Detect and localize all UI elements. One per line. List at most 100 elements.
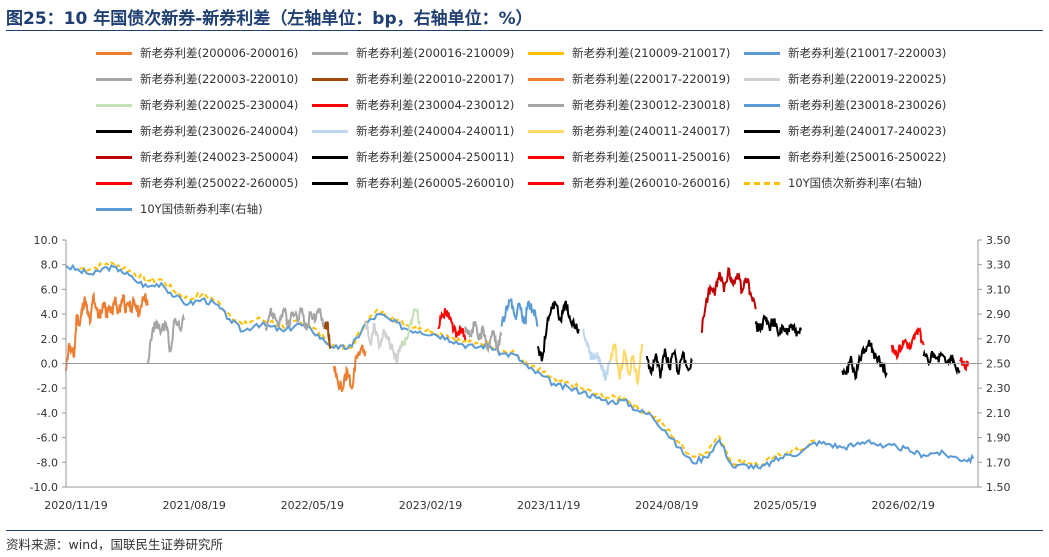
series-line-spread xyxy=(323,321,332,349)
legend-swatch xyxy=(96,156,132,159)
legend-swatch xyxy=(96,208,132,211)
series-line-spread xyxy=(332,344,367,392)
source-note: 资料来源：wind，国联民生证券研究所 xyxy=(6,537,224,552)
right-tick-label: 3.50 xyxy=(986,234,1011,247)
legend-item: 新老券利差(210009-210017) xyxy=(528,40,730,66)
x-tick-label: 2023/02/19 xyxy=(399,499,462,512)
left-tick-label: -4.0 xyxy=(37,407,58,420)
legend-swatch xyxy=(744,104,780,107)
series-line-spread xyxy=(754,314,802,338)
left-tick-label: -10.0 xyxy=(30,481,58,494)
legend-swatch xyxy=(312,104,348,107)
legend-swatch xyxy=(744,130,780,133)
legend-label: 新老券利差(220003-220010) xyxy=(140,72,299,86)
legend-item: 新老券利差(240011-240017) xyxy=(528,118,730,144)
legend-swatch xyxy=(312,52,348,55)
right-tick-label: 1.50 xyxy=(986,481,1011,494)
legend-label: 新老券利差(220019-220025) xyxy=(788,72,947,86)
series-line-spread xyxy=(841,339,888,381)
legend-label: 新老券利差(200006-200016) xyxy=(140,46,299,60)
legend-label: 新老券利差(240004-240011) xyxy=(356,124,515,138)
legend-label: 新老券利差(220017-220019) xyxy=(572,72,731,86)
legend-label: 新老券利差(230012-230018) xyxy=(572,98,731,112)
x-tick-label: 2021/08/19 xyxy=(162,499,225,512)
legend-swatch xyxy=(96,78,132,81)
legend-label: 新老券利差(250016-250022) xyxy=(788,150,947,164)
legend-item: 新老券利差(230012-230018) xyxy=(528,92,730,118)
legend-item: 新老券利差(240017-240023) xyxy=(744,118,946,144)
right-tick-label: 1.90 xyxy=(986,432,1011,445)
x-tick-label: 2020/11/19 xyxy=(44,499,107,512)
legend-label: 新老券利差(260005-260010) xyxy=(356,176,515,190)
legend-swatch xyxy=(744,78,780,81)
legend-swatch xyxy=(96,130,132,133)
legend-item: 新老券利差(250016-250022) xyxy=(744,144,946,170)
series-line-sub-new-yield xyxy=(79,261,816,468)
footer-divider xyxy=(6,530,1043,531)
x-tick-label: 2026/02/19 xyxy=(871,499,934,512)
legend-label: 新老券利差(220010-220017) xyxy=(356,72,515,86)
legend-item: 10Y国债新券利率(右轴) xyxy=(96,196,263,222)
left-tick-label: 4.0 xyxy=(41,308,59,321)
title-divider xyxy=(6,30,1043,31)
legend-label: 新老券利差(240011-240017) xyxy=(572,124,731,138)
legend-item: 新老券利差(230004-230012) xyxy=(312,92,514,118)
legend-item: 新老券利差(240004-240011) xyxy=(312,118,514,144)
series-line-spread xyxy=(500,298,539,327)
left-tick-label: -2.0 xyxy=(37,382,58,395)
line-chart: 10.0 8.0 6.0 4.0 2.0 0.0 -2.0 -4.0 -6.0 -8.0 -10.0… xyxy=(30,234,1011,512)
left-tick-label: 6.0 xyxy=(41,283,59,296)
legend-item: 新老券利差(220003-220010) xyxy=(96,66,298,92)
right-tick-label: 3.30 xyxy=(986,259,1011,272)
left-tick-label: 8.0 xyxy=(41,259,59,272)
right-tick-label: 2.10 xyxy=(986,407,1011,420)
left-tick-label: 0.0 xyxy=(41,358,59,371)
legend-label: 新老券利差(250004-250011) xyxy=(356,150,515,164)
legend-swatch xyxy=(528,182,564,185)
legend-swatch xyxy=(96,52,132,55)
right-tick-label: 3.10 xyxy=(986,283,1011,296)
series-line-spread xyxy=(437,308,467,341)
series-line-spread xyxy=(959,357,970,372)
legend-item: 新老券利差(240023-250004) xyxy=(96,144,298,170)
right-tick-label: 2.70 xyxy=(986,333,1011,346)
series-line-spread xyxy=(65,291,149,371)
legend-label: 新老券利差(210009-210017) xyxy=(572,46,731,60)
series-line-spread xyxy=(582,328,611,381)
series-line-spread xyxy=(922,349,961,376)
right-tick-label: 1.70 xyxy=(986,456,1011,469)
series-line-spread xyxy=(464,320,503,354)
x-tick-label: 2024/08/19 xyxy=(635,499,698,512)
x-tick-label: 2025/05/19 xyxy=(753,499,816,512)
legend-label: 新老券利差(210017-220003) xyxy=(788,46,947,60)
legend-item: 新老券利差(220010-220017) xyxy=(312,66,514,92)
legend-item: 新老券利差(220017-220019) xyxy=(528,66,730,92)
legend-label: 新老券利差(230026-240004) xyxy=(140,124,299,138)
legend-item: 新老券利差(250022-260005) xyxy=(96,170,298,196)
series-line-spread xyxy=(890,326,925,361)
series-line-spread xyxy=(400,307,421,346)
legend-swatch xyxy=(528,156,564,159)
chart-title: 图25：10 年国债次新券-新券利差（左轴单位：bp，右轴单位：%） xyxy=(6,9,533,29)
legend-swatch xyxy=(312,156,348,159)
legend-swatch xyxy=(744,156,780,159)
left-tick-label: -6.0 xyxy=(37,432,58,445)
legend-item: 新老券利差(220019-220025) xyxy=(744,66,946,92)
legend-swatch xyxy=(744,52,780,55)
legend-label: 新老券利差(230018-230026) xyxy=(788,98,947,112)
series-line-spread xyxy=(536,300,580,362)
legend-label: 新老券利差(250022-260005) xyxy=(140,176,299,190)
legend-swatch xyxy=(528,104,564,107)
legend-item: 新老券利差(210017-220003) xyxy=(744,40,946,66)
right-tick-label: 2.50 xyxy=(986,358,1011,371)
left-tick-label: 2.0 xyxy=(41,333,59,346)
legend-item: 新老券利差(200006-200016) xyxy=(96,40,298,66)
legend-label: 新老券利差(200016-210009) xyxy=(356,46,515,60)
legend-label: 新老券利差(240017-240023) xyxy=(788,124,947,138)
legend-label: 新老券利差(240023-250004) xyxy=(140,150,299,164)
legend-item: 新老券利差(230018-230026) xyxy=(744,92,946,118)
legend-label: 新老券利差(220025-230004) xyxy=(140,98,299,112)
legend-swatch xyxy=(96,182,132,185)
legend-swatch xyxy=(528,78,564,81)
right-tick-label: 2.90 xyxy=(986,308,1011,321)
